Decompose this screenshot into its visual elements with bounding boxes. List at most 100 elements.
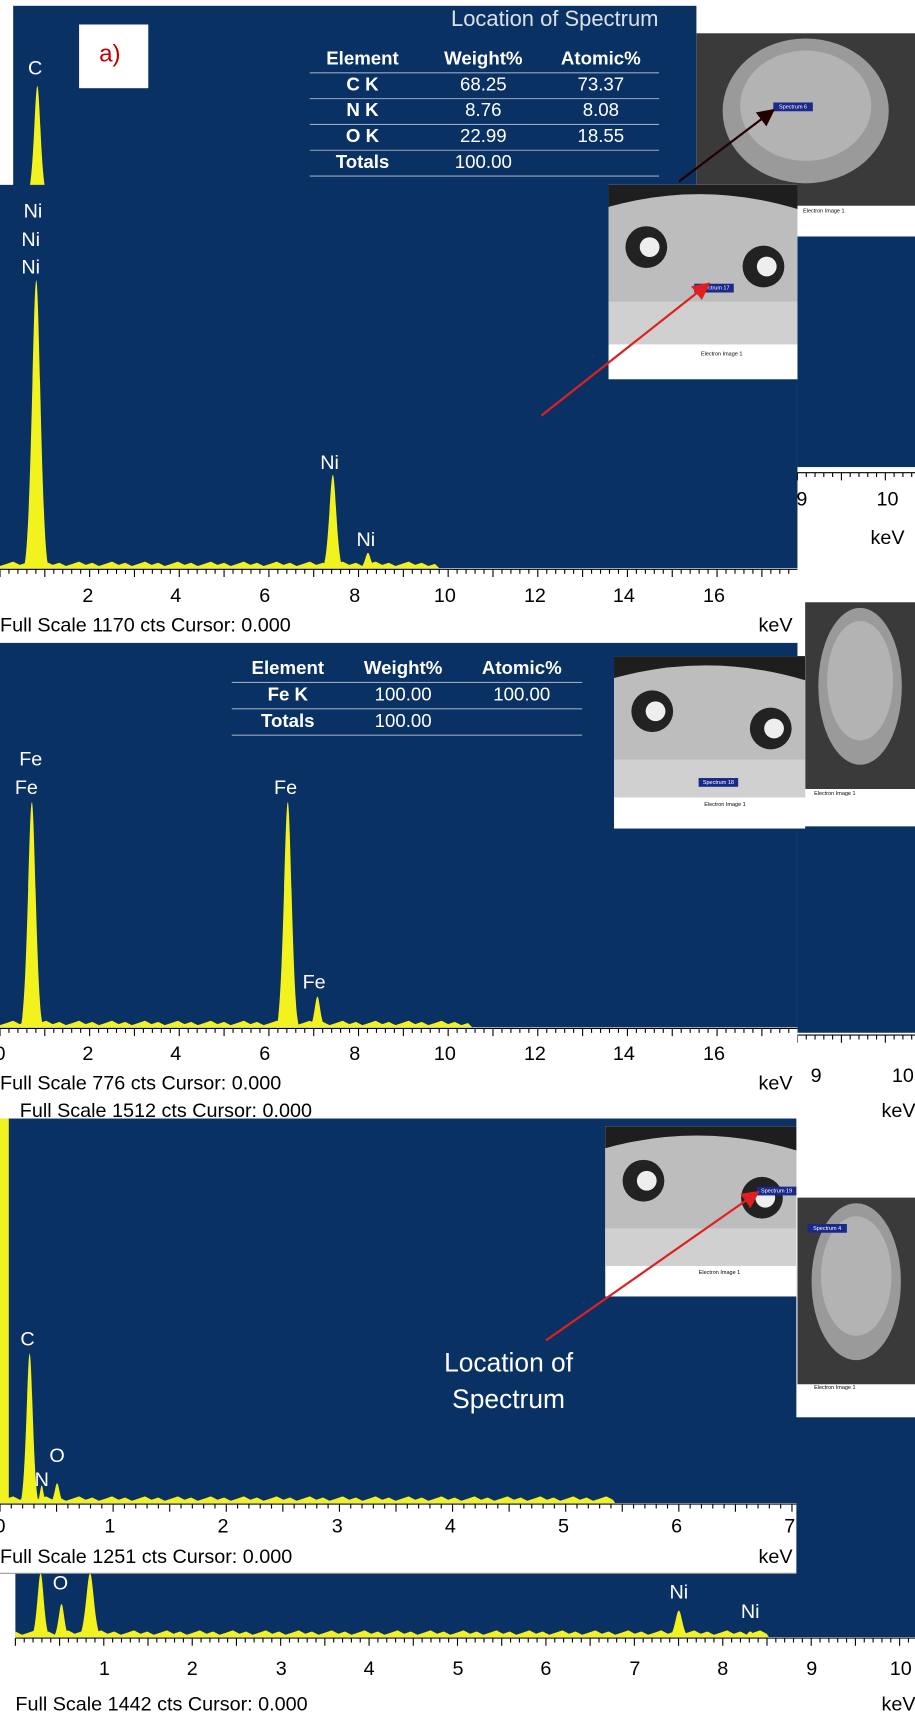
x-tick-label: 10 — [434, 585, 456, 607]
panel-bg — [797, 826, 915, 1033]
x-tick-label: 4 — [445, 1515, 456, 1537]
peak-label: Ni — [669, 1581, 688, 1603]
x-tick-label: 5 — [558, 1515, 569, 1537]
x-tick-label: 7 — [784, 1515, 795, 1537]
table-cell: Totals — [261, 710, 315, 731]
x-tick-label: 0 — [0, 1043, 6, 1065]
x-tick-label: 8 — [717, 1658, 728, 1680]
x-tick-label: 2 — [187, 1658, 198, 1680]
peak-label: Fe — [274, 777, 297, 799]
footer: Full Scale 1442 cts Cursor: 0.000 — [15, 1693, 307, 1715]
x-tick-label: 3 — [332, 1515, 343, 1537]
x-tick-label: 5 — [453, 1658, 464, 1680]
eds-collage: Spectrum 6 Electron Image 1 a) C Location of… — [0, 0, 915, 1723]
panel-bg — [797, 236, 915, 467]
peak-label: O — [53, 1572, 68, 1594]
table-header: Atomic% — [561, 48, 641, 69]
table-cell: 68.25 — [460, 73, 507, 94]
inset-pore-core — [646, 701, 666, 721]
table-header: Weight% — [364, 657, 443, 678]
inset-layer — [609, 302, 798, 345]
x-tick-label: 6 — [671, 1515, 682, 1537]
x-tick-label: 1 — [99, 1658, 110, 1680]
image-caption: Electron Image 1 — [701, 351, 742, 357]
footer: Full Scale 1251 cts Cursor: 0.000 — [0, 1546, 292, 1568]
x-tick-label: 14 — [613, 1043, 635, 1065]
peak-label: Ni — [21, 229, 40, 251]
inset-layer — [605, 1228, 796, 1265]
spectrum-tag-text: Spectrum 18 — [703, 780, 734, 786]
x-tick-label: 4 — [170, 585, 181, 607]
annotation: Spectrum — [452, 1384, 565, 1414]
x-tick-label: 2 — [217, 1515, 228, 1537]
table-header: Weight% — [444, 48, 523, 69]
x-tick-label: 2 — [82, 1043, 93, 1065]
spectrum-tag-text: Spectrum 19 — [761, 1188, 792, 1194]
spectrum-peak — [0, 1119, 9, 1503]
table-cell: Fe K — [268, 684, 309, 705]
x-unit: keV — [758, 615, 793, 637]
peak-label: Fe — [19, 749, 42, 771]
x-tick-label: 9 — [811, 1065, 822, 1087]
x-tick-label: 16 — [703, 1043, 725, 1065]
x-tick-label: 8 — [349, 585, 360, 607]
table-header: Element — [252, 657, 325, 678]
x-tick-label: 10 — [434, 1043, 456, 1065]
table-cell: Totals — [336, 151, 390, 172]
image-caption: Electron Image 1 — [814, 1385, 855, 1391]
footer: Full Scale 776 cts Cursor: 0.000 — [0, 1073, 281, 1095]
x-unit: keV — [871, 527, 906, 549]
image-caption: Electron Image 1 — [803, 209, 844, 215]
annotation: Location of — [444, 1348, 574, 1378]
peak-label: O — [49, 1445, 64, 1467]
particle-texture — [821, 1216, 892, 1336]
table-cell: 73.37 — [578, 73, 625, 94]
x-tick-label: 6 — [259, 1043, 270, 1065]
x-unit: keV — [758, 1073, 793, 1095]
inset-pore-core — [757, 257, 777, 277]
peak-label: Ni — [741, 1601, 760, 1623]
peak-label: Fe — [303, 972, 326, 994]
x-tick-label: 10 — [892, 1065, 914, 1087]
inset-pore-core — [764, 719, 784, 739]
x-tick-label: 0 — [0, 1515, 6, 1537]
table-cell: 8.08 — [583, 99, 619, 120]
x-tick-label: 4 — [170, 1043, 181, 1065]
peak-label: Ni — [356, 529, 375, 551]
peak-label: Ni — [24, 201, 43, 223]
x-tick-label: 4 — [364, 1658, 375, 1680]
table-cell: 100.00 — [493, 684, 550, 705]
x-tick-label: 9 — [796, 488, 807, 510]
x-tick-label: 8 — [349, 1043, 360, 1065]
x-tick-label: 16 — [703, 585, 725, 607]
table-cell: 100.00 — [455, 151, 512, 172]
peak-label: Fe — [15, 777, 38, 799]
x-tick-label: 6 — [540, 1658, 551, 1680]
table-cell: 100.00 — [375, 710, 432, 731]
x-tick-label: 6 — [259, 585, 270, 607]
x-unit: keV — [881, 1693, 915, 1715]
peak-label: C — [28, 58, 42, 80]
x-tick-label: 10 — [890, 1658, 912, 1680]
x-tick-label: 14 — [613, 585, 635, 607]
x-unit: keV — [881, 1100, 915, 1122]
table-header: Atomic% — [482, 657, 562, 678]
table-cell: 22.99 — [460, 125, 507, 146]
x-tick-label: 2 — [82, 585, 93, 607]
x-tick-label: 12 — [524, 585, 546, 607]
inset-pore-core — [637, 1171, 657, 1191]
peak-label: C — [20, 1329, 34, 1351]
footer: Full Scale 1170 cts Cursor: 0.000 — [0, 615, 291, 637]
spectrum-tag-text: Spectrum 6 — [779, 104, 807, 110]
panel-label: a) — [99, 41, 120, 68]
x-tick-label: 10 — [877, 488, 899, 510]
particle-texture — [827, 621, 893, 741]
peak-label: N — [35, 1469, 49, 1491]
spectrum-tag-text: Spectrum 4 — [813, 1226, 841, 1232]
overlay-title: Location of Spectrum — [451, 6, 658, 31]
table-cell: 8.76 — [465, 99, 501, 120]
x-tick-label: 7 — [629, 1658, 640, 1680]
table-cell: C K — [346, 73, 379, 94]
table-cell: O K — [346, 125, 380, 146]
x-unit: keV — [758, 1546, 793, 1568]
